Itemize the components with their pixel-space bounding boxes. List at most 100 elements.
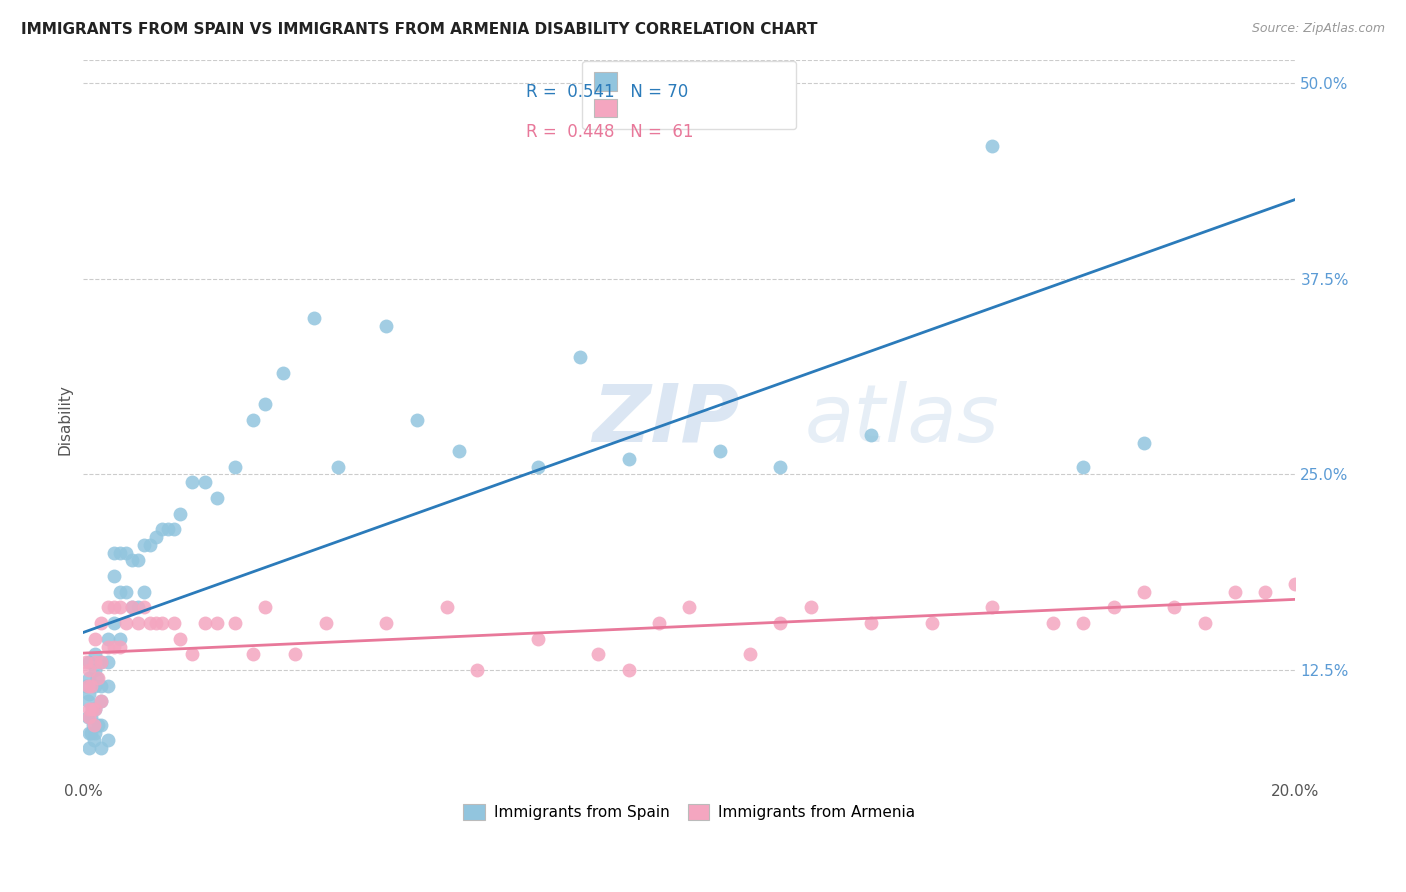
Point: [569, 350, 592, 364]
Point: [79, 655, 101, 669]
Point: [127, 600, 149, 615]
Point: [302, 310, 325, 325]
Point: [1133, 436, 1156, 450]
Point: [82, 702, 104, 716]
Point: [163, 616, 186, 631]
Point: [96, 600, 118, 615]
Point: [181, 648, 204, 662]
Point: [709, 444, 731, 458]
Point: [84, 702, 107, 716]
Point: [90, 694, 112, 708]
Point: [90, 616, 112, 631]
Point: [271, 366, 294, 380]
Point: [769, 616, 792, 631]
Point: [114, 584, 136, 599]
Point: [108, 600, 131, 615]
Text: R =  0.541   N = 70: R = 0.541 N = 70: [526, 83, 688, 101]
Point: [375, 318, 398, 333]
Point: [284, 648, 307, 662]
Point: [800, 600, 823, 615]
Point: [103, 616, 125, 631]
Point: [90, 694, 112, 708]
Text: IMMIGRANTS FROM SPAIN VS IMMIGRANTS FROM ARMENIA DISABILITY CORRELATION CHART: IMMIGRANTS FROM SPAIN VS IMMIGRANTS FROM…: [21, 22, 818, 37]
Point: [80, 725, 103, 739]
Point: [139, 616, 162, 631]
Point: [465, 663, 488, 677]
Point: [79, 686, 101, 700]
Point: [527, 459, 550, 474]
Point: [1073, 459, 1095, 474]
Point: [103, 640, 125, 654]
Point: [79, 663, 101, 677]
Point: [132, 600, 155, 615]
Point: [648, 616, 671, 631]
Point: [103, 600, 125, 615]
Point: [84, 655, 107, 669]
Point: [1284, 577, 1306, 591]
Point: [132, 584, 155, 599]
Point: [617, 663, 640, 677]
Point: [139, 538, 162, 552]
Point: [121, 553, 143, 567]
Point: [193, 475, 215, 490]
Point: [224, 616, 246, 631]
Point: [169, 507, 191, 521]
Point: [90, 741, 112, 756]
Point: [96, 679, 118, 693]
Point: [254, 397, 277, 411]
Point: [150, 616, 173, 631]
Point: [1254, 584, 1277, 599]
Point: [127, 616, 149, 631]
Point: [326, 459, 349, 474]
Point: [77, 702, 100, 716]
Point: [315, 616, 337, 631]
Text: atlas: atlas: [804, 381, 1000, 458]
Point: [108, 546, 131, 560]
Point: [205, 616, 228, 631]
Point: [90, 655, 112, 669]
Point: [1163, 600, 1185, 615]
Point: [87, 718, 110, 732]
Point: [83, 733, 105, 747]
Point: [449, 444, 471, 458]
Point: [588, 648, 610, 662]
Point: [96, 632, 118, 646]
Point: [1102, 600, 1125, 615]
Text: R =  0.448   N =  61: R = 0.448 N = 61: [526, 122, 693, 141]
Point: [90, 679, 112, 693]
Point: [77, 710, 100, 724]
Point: [96, 655, 118, 669]
Point: [121, 600, 143, 615]
Text: ZIP: ZIP: [592, 381, 740, 458]
Point: [84, 679, 107, 693]
Text: Source: ZipAtlas.com: Source: ZipAtlas.com: [1251, 22, 1385, 36]
Point: [77, 725, 100, 739]
Point: [145, 616, 167, 631]
Point: [617, 451, 640, 466]
Point: [738, 648, 761, 662]
Point: [1042, 616, 1064, 631]
Point: [145, 530, 167, 544]
Point: [527, 632, 550, 646]
Point: [860, 428, 883, 442]
Point: [83, 718, 105, 732]
Point: [150, 522, 173, 536]
Point: [121, 600, 143, 615]
Point: [114, 616, 136, 631]
Point: [678, 600, 700, 615]
Point: [79, 671, 101, 685]
Point: [921, 616, 943, 631]
Point: [769, 459, 792, 474]
Point: [375, 616, 398, 631]
Point: [84, 648, 107, 662]
Point: [103, 546, 125, 560]
Point: [108, 584, 131, 599]
Point: [84, 702, 107, 716]
Point: [103, 569, 125, 583]
Point: [169, 632, 191, 646]
Point: [436, 600, 458, 615]
Point: [224, 459, 246, 474]
Point: [76, 679, 98, 693]
Point: [75, 679, 97, 693]
Point: [82, 718, 104, 732]
